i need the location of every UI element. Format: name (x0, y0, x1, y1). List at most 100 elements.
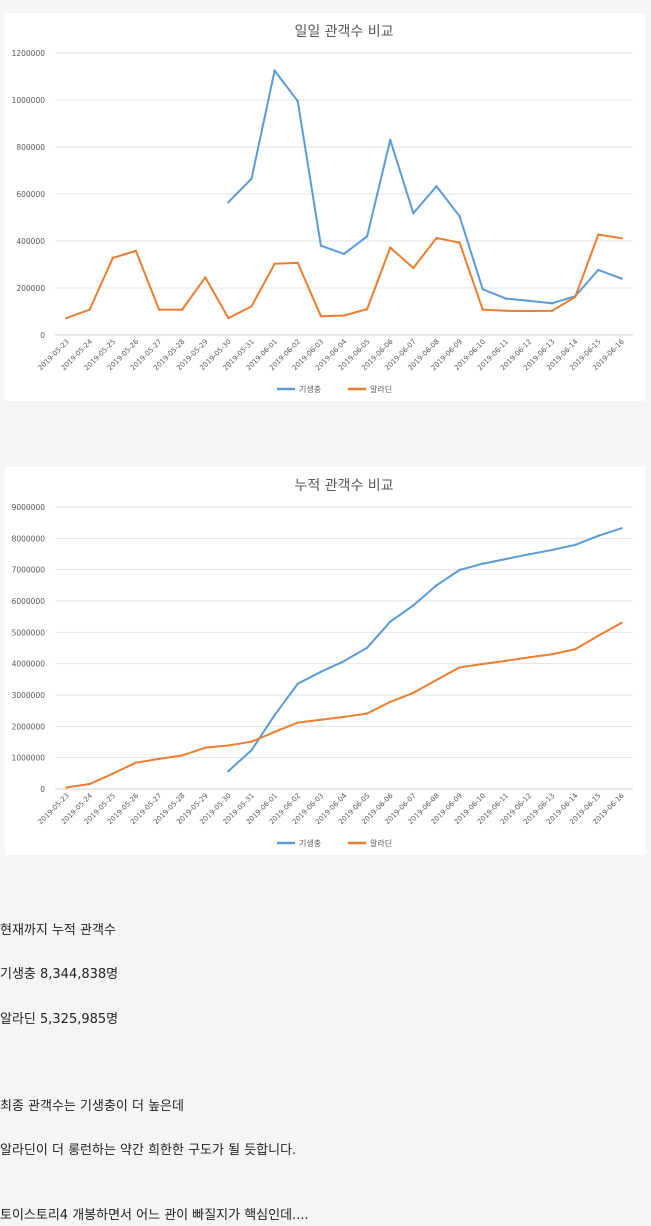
cumulative-y-tick-label: 1000000 (12, 754, 46, 763)
cumulative-series-point-0 (389, 620, 392, 623)
daily-series-point-1 (134, 249, 138, 253)
cumulative-series-point-0 (620, 527, 623, 530)
aladdin-total-text: 알라딘 5,325,985명 (0, 1012, 119, 1027)
cumulative-y-tick-label: 4000000 (12, 660, 46, 669)
cumulative-series-point-0 (574, 543, 577, 547)
daily-series-point-0 (319, 244, 323, 247)
cumulative-series-point-0 (412, 604, 415, 607)
cumulative-series-point-1 (204, 746, 207, 749)
cumulative-series-point-1 (620, 621, 623, 625)
cumulative-series-point-1 (227, 744, 230, 747)
cumulative-series-point-1 (504, 659, 508, 663)
cumulative-series-point-1 (319, 718, 323, 721)
cumulative-series-point-0 (597, 534, 600, 538)
cumulative-series-point-1 (88, 782, 91, 786)
daily-y-tick-label: 1200000 (12, 49, 46, 58)
cumulative-y-tick-label: 0 (40, 785, 45, 794)
daily-series-point-1 (157, 308, 161, 311)
daily-y-tick-label: 1000000 (12, 96, 46, 105)
cumulative-legend-label: 기생충 (299, 838, 321, 848)
cumulative-series-point-1 (65, 786, 68, 789)
cumulative-series-point-1 (550, 653, 554, 656)
cumulative-series-point-0 (227, 769, 230, 773)
long-run-remark-text: 알라딘이 더 롱런하는 약간 희한한 구도가 될 듯합니다. (0, 1143, 297, 1158)
daily-series-point-1 (204, 276, 207, 279)
cumulative-audience-chart: 누적 관객수 비교 0 1000000 2000000 3000000 4000000 50… (5, 467, 645, 855)
cumulative-series-point-1 (157, 757, 161, 761)
daily-series-point-1 (504, 309, 508, 312)
daily-series-point-1 (458, 241, 461, 244)
cumulative-series-point-1 (342, 715, 346, 719)
daily-series-point-0 (597, 268, 600, 272)
daily-series-point-0 (250, 177, 253, 180)
cumulative-y-tick-label: 2000000 (12, 722, 46, 731)
daily-series-point-0 (527, 299, 531, 303)
daily-series-line-1 (65, 233, 623, 320)
daily-series-point-1 (574, 295, 577, 299)
daily-series-point-1 (296, 261, 299, 265)
cumulative-y-tick-label: 7000000 (12, 566, 46, 575)
cumulative-series-point-1 (412, 691, 415, 695)
cumulative-series-point-1 (250, 740, 253, 743)
daily-series-point-1 (597, 233, 600, 236)
daily-series-point-1 (227, 316, 230, 320)
daily-y-tick-label: 200000 (16, 284, 45, 293)
daily-series-point-0 (550, 302, 554, 305)
daily-series-point-1 (273, 262, 276, 265)
daily-series-point-1 (180, 308, 184, 311)
cumulative-series-point-1 (597, 634, 600, 637)
daily-y-tick-label: 400000 (16, 237, 45, 246)
cumulative-series-point-0 (481, 562, 484, 565)
cumulative-y-tick-label: 8000000 (12, 534, 46, 543)
daily-series-point-1 (65, 316, 68, 320)
cumulative-series-point-0 (527, 553, 531, 556)
cumulative-series-point-1 (273, 730, 276, 734)
daily-series-point-0 (227, 201, 230, 204)
daily-series-point-0 (412, 212, 415, 215)
daily-title: 일일 관객수 비교 (294, 24, 393, 40)
cumulative-series-point-0 (435, 584, 438, 587)
daily-series-point-1 (435, 236, 438, 240)
daily-series-line-0 (227, 69, 623, 305)
daily-series-point-0 (365, 235, 369, 238)
cumulative-series-point-0 (458, 568, 461, 572)
cumulative-series-point-0 (296, 682, 299, 685)
daily-legend-label: 알라딘 (370, 384, 392, 394)
daily-audience-chart: 일일 관객수 비교 0 200000 400000 600000 800000 100000… (5, 13, 645, 401)
daily-y-tick-label: 600000 (16, 190, 45, 199)
cumulative-y-tick-label: 6000000 (12, 597, 46, 606)
cumulative-series-point-1 (111, 772, 115, 775)
daily-series-point-1 (412, 266, 415, 270)
cumulative-series-point-1 (296, 721, 299, 724)
daily-series-point-1 (319, 315, 323, 318)
final-audience-remark-text: 최종 관객수는 기생충이 더 높은데 (0, 1099, 184, 1114)
daily-series-point-0 (481, 287, 484, 291)
cumulative-series-point-1 (574, 648, 577, 651)
daily-series-point-0 (620, 277, 623, 280)
cumulative-series-point-1 (458, 666, 461, 669)
cumulative-series-line-1 (65, 621, 623, 789)
cumulative-series-point-1 (527, 656, 531, 659)
daily-series-point-0 (504, 297, 508, 300)
cumulative-y-tick-label: 3000000 (12, 691, 46, 700)
cumulative-series-point-0 (504, 557, 508, 561)
daily-series-point-0 (296, 99, 299, 103)
cumulative-legend-label: 알라딘 (370, 838, 392, 848)
daily-series-point-1 (88, 308, 91, 311)
cumulative-series-point-1 (389, 700, 392, 704)
cumulative-series-point-1 (134, 761, 138, 764)
daily-series-point-1 (481, 308, 484, 311)
daily-legend-label: 기생충 (299, 384, 321, 394)
cumulative-series-point-1 (435, 678, 438, 682)
daily-series-point-0 (342, 252, 346, 256)
cumulative-series-point-0 (250, 748, 253, 752)
daily-series-point-0 (389, 138, 392, 142)
cumulative-heading-text: 현재까지 누적 관객수 (0, 923, 116, 938)
daily-series-point-1 (527, 309, 531, 313)
cumulative-series-line-0 (227, 527, 623, 773)
cumulative-series-point-0 (550, 548, 554, 552)
daily-y-tick-label: 800000 (16, 143, 45, 152)
cumulative-series-point-1 (180, 754, 184, 757)
daily-series-point-1 (250, 305, 253, 308)
daily-audience-chart-svg: 일일 관객수 비교 0 200000 400000 600000 800000 100000… (12, 24, 633, 394)
